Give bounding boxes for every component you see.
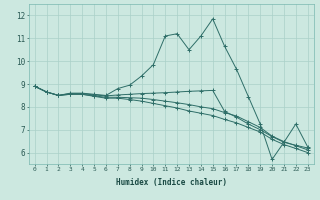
X-axis label: Humidex (Indice chaleur): Humidex (Indice chaleur): [116, 178, 227, 187]
